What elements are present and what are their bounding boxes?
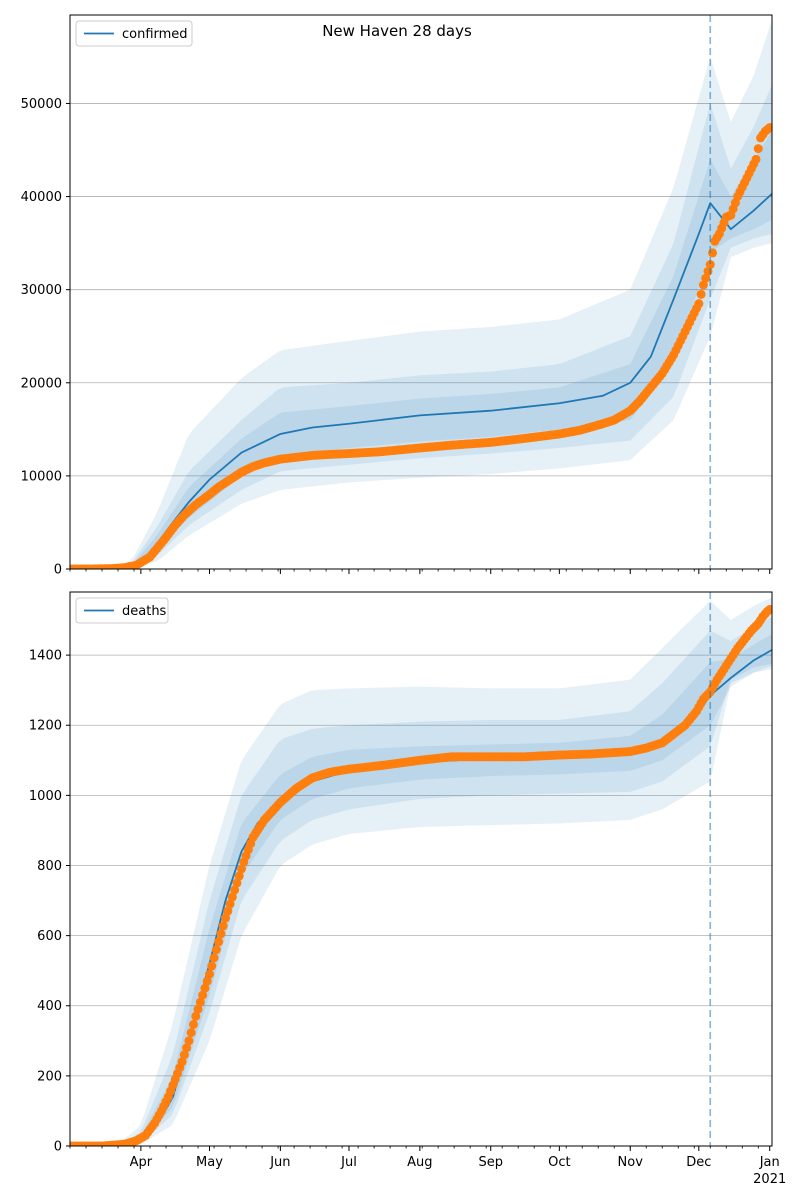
y-tick-label: 0 — [54, 563, 62, 578]
uncertainty-band-inner — [70, 662, 711, 1146]
uncertainty-band-inner — [710, 634, 772, 726]
x-tick-label: Jun — [269, 1155, 290, 1170]
x-tick-label: Sep — [478, 1155, 503, 1170]
legend-box — [75, 597, 169, 624]
y-tick-label: 10000 — [21, 469, 62, 484]
observed-point — [234, 871, 244, 881]
y-tick-label: 30000 — [21, 283, 62, 298]
y-tick-label: 600 — [37, 929, 62, 944]
uncertainty-band-inner — [70, 159, 711, 569]
observed-point — [211, 945, 221, 955]
x-tick-label: Dec — [686, 1155, 711, 1170]
figure-title: New Haven 28 days — [322, 22, 472, 40]
legend-label: deaths — [122, 604, 167, 619]
y-tick-label: 800 — [37, 859, 62, 874]
observed-point — [186, 1028, 196, 1038]
uncertainty-band-outer — [710, 597, 772, 782]
uncertainty-band-outer — [70, 56, 711, 569]
x-tick-sublabel: 2021 — [753, 1172, 786, 1187]
observed-point — [218, 921, 228, 931]
observed-point — [696, 289, 706, 299]
y-tick-label: 400 — [37, 999, 62, 1014]
model-median-line — [709, 193, 772, 231]
x-tick-label: Aug — [407, 1155, 432, 1170]
observed-point — [207, 961, 217, 971]
uncertainty-band-outer — [710, 19, 772, 337]
y-tick-label: 40000 — [21, 190, 62, 205]
uncertainty-band-middle — [710, 616, 772, 747]
observed-point — [193, 1004, 203, 1014]
y-tick-label: 1000 — [29, 789, 62, 804]
observed-point — [202, 976, 212, 986]
observed-point — [195, 997, 205, 1007]
observed-point — [237, 864, 246, 874]
observed-point — [698, 280, 708, 290]
plot-area — [70, 19, 772, 569]
y-tick-label: 200 — [37, 1069, 62, 1084]
chart-panel-deaths: 0 200 400 600 800 1000 1200 1400 Apr May Jun Jul Aug… — [29, 591, 786, 1187]
legend: deaths — [75, 597, 169, 624]
legend: confirmed — [75, 20, 193, 47]
y-tick-label: 1400 — [29, 649, 62, 664]
observed-point — [191, 1011, 201, 1021]
observed-point — [232, 878, 242, 888]
x-tick-label: Apr — [130, 1155, 153, 1170]
observed-point — [765, 605, 772, 615]
observed-point — [708, 248, 718, 258]
observed-point — [751, 154, 761, 164]
observed-point — [694, 299, 704, 309]
chart-panel-confirmed: 0 10000 20000 30000 40000 50000 confirmed — [21, 14, 773, 578]
observed-point — [209, 953, 219, 963]
observed-point — [184, 1036, 194, 1046]
x-tick-label: Nov — [618, 1155, 644, 1170]
observed-point — [220, 913, 230, 923]
observed-point — [753, 144, 763, 154]
observed-point — [198, 990, 208, 1000]
observed-point — [765, 123, 772, 133]
observed-point — [179, 1050, 189, 1060]
observed-point — [230, 885, 240, 895]
axes-frame — [69, 14, 773, 570]
observed-point — [223, 906, 233, 916]
observed-point — [216, 929, 226, 939]
observed-point — [225, 899, 235, 909]
y-tick-label: 50000 — [21, 97, 62, 112]
y-tick-label: 1200 — [29, 719, 62, 734]
x-tick-label: Jan — [759, 1155, 780, 1170]
x-tick-label: Oct — [548, 1155, 570, 1170]
observed-point — [177, 1057, 187, 1067]
y-tick-label: 0 — [54, 1140, 62, 1155]
legend-label: confirmed — [122, 27, 188, 42]
observed-point — [214, 937, 224, 947]
observed-point — [701, 273, 711, 283]
observed-point — [182, 1043, 192, 1053]
x-tick-label: May — [196, 1155, 223, 1170]
observed-point — [227, 892, 237, 902]
model-median-line — [709, 649, 772, 697]
observed-point — [200, 983, 210, 993]
axes-frame — [69, 591, 773, 1147]
plot-area — [70, 597, 772, 1146]
legend-box — [75, 20, 193, 47]
uncertainty-band-outer — [70, 600, 711, 1146]
observed-point — [705, 260, 715, 270]
x-tick-label: Jul — [340, 1155, 357, 1170]
observed-point — [188, 1019, 198, 1029]
y-tick-label: 20000 — [21, 376, 62, 391]
uncertainty-band-middle — [70, 103, 711, 569]
observed-point — [204, 969, 214, 979]
